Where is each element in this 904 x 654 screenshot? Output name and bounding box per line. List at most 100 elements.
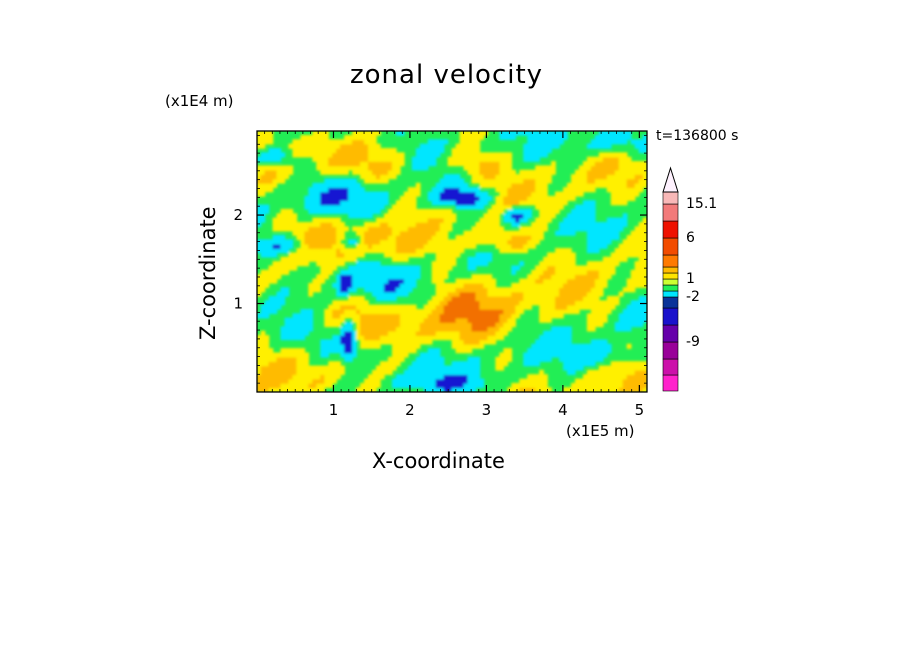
field-cell <box>431 365 437 371</box>
field-cell <box>606 369 612 375</box>
field-cell <box>352 300 357 306</box>
field-cell <box>292 148 298 154</box>
field-cell <box>523 352 529 358</box>
field-cell <box>356 191 361 197</box>
field-cell <box>399 335 405 341</box>
field-cell <box>610 217 616 223</box>
field-cell <box>535 382 540 389</box>
field-cell <box>539 304 544 310</box>
field-cell <box>630 235 636 241</box>
field-cell <box>451 148 457 154</box>
field-cell <box>487 230 493 236</box>
field-cell <box>360 335 365 341</box>
field-cell <box>590 317 596 323</box>
field-cell <box>642 182 647 188</box>
field-cell <box>268 152 274 158</box>
field-cell <box>539 291 544 297</box>
field-cell <box>288 378 294 384</box>
field-cell <box>574 382 580 389</box>
field-cell <box>598 230 604 236</box>
field-cell <box>344 356 349 362</box>
field-cell <box>419 322 425 328</box>
field-cell <box>324 143 330 149</box>
field-cell <box>495 313 501 319</box>
field-cell <box>471 243 477 249</box>
field-cell <box>407 204 413 210</box>
field-cell <box>539 221 544 228</box>
field-cell <box>447 221 453 228</box>
field-cell <box>582 348 588 354</box>
field-cell <box>272 352 278 358</box>
field-cell <box>578 356 584 362</box>
field-cell <box>344 287 349 293</box>
field-cell <box>622 195 628 201</box>
field-cell <box>292 356 298 362</box>
field-cell <box>467 261 473 267</box>
field-cell <box>547 308 552 315</box>
field-cell <box>427 356 433 362</box>
field-cell <box>439 378 445 384</box>
field-cell <box>403 335 409 341</box>
field-cell <box>471 369 477 375</box>
field-cell <box>578 221 584 228</box>
field-cell <box>360 165 365 171</box>
field-cell <box>563 265 568 271</box>
field-cell <box>257 243 262 249</box>
field-cell <box>539 195 544 201</box>
field-cell <box>578 365 584 371</box>
field-cell <box>364 382 369 389</box>
field-cell <box>403 252 409 258</box>
field-cell <box>551 326 556 332</box>
field-cell <box>308 239 314 245</box>
field-cell <box>348 252 353 258</box>
field-cell <box>379 374 385 380</box>
field-cell <box>535 143 540 149</box>
field-cell <box>360 174 365 180</box>
field-cell <box>375 131 381 136</box>
field-cell <box>515 239 521 245</box>
field-cell <box>391 256 397 262</box>
field-cell <box>582 282 588 288</box>
field-cell <box>471 148 477 154</box>
field-cell <box>483 235 489 241</box>
field-cell <box>578 278 584 284</box>
field-cell <box>431 300 437 306</box>
field-cell <box>391 235 397 241</box>
field-cell <box>598 235 604 241</box>
field-cell <box>487 195 493 201</box>
field-cell <box>590 182 596 188</box>
field-cell <box>280 326 286 332</box>
field-cell <box>336 256 341 262</box>
field-cell <box>567 343 572 349</box>
field-cell <box>348 295 353 302</box>
field-cell <box>503 313 509 319</box>
field-cell <box>618 322 624 328</box>
colorbar-swatch <box>662 237 679 256</box>
field-cell <box>383 165 389 171</box>
field-cell <box>543 152 548 158</box>
field-cell <box>519 131 525 136</box>
field-cell <box>348 143 353 149</box>
field-cell <box>312 282 318 288</box>
field-cell <box>375 269 381 275</box>
field-cell <box>638 261 644 267</box>
field-cell <box>578 387 584 392</box>
field-cell <box>272 356 278 362</box>
field-cell <box>439 239 445 245</box>
field-cell <box>364 165 369 171</box>
field-cell <box>435 252 441 258</box>
field-cell <box>316 143 322 149</box>
field-cell <box>574 356 580 362</box>
field-cell <box>383 308 389 315</box>
field-cell <box>539 387 544 392</box>
field-cell <box>435 278 441 284</box>
field-cell <box>463 187 469 193</box>
field-cell <box>551 308 556 315</box>
field-cell <box>622 317 628 323</box>
field-cell <box>423 148 429 154</box>
field-cell <box>296 326 302 332</box>
field-cell <box>634 387 640 392</box>
field-cell <box>348 326 353 332</box>
field-cell <box>411 369 417 375</box>
field-cell <box>324 352 330 358</box>
